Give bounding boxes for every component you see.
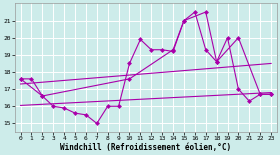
- X-axis label: Windchill (Refroidissement éolien,°C): Windchill (Refroidissement éolien,°C): [60, 143, 231, 152]
